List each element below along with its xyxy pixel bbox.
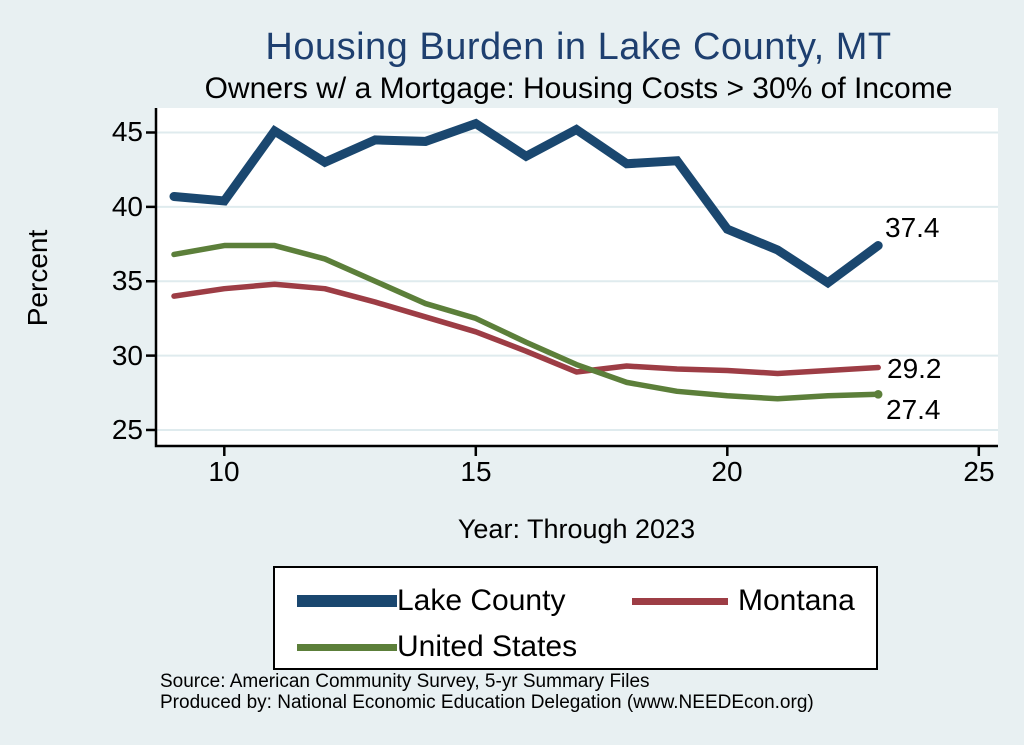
series-line-lake-county bbox=[169, 118, 883, 289]
y-tick-label-45: 45 bbox=[111, 116, 143, 147]
legend-swatch-united-states bbox=[297, 644, 397, 651]
end-label-united-states: 27.4 bbox=[886, 394, 941, 425]
footer-notes: Source: American Community Survey, 5-yr … bbox=[160, 671, 814, 713]
plot-area bbox=[155, 108, 998, 445]
x-axis-title: Year: Through 2023 bbox=[457, 514, 696, 544]
end-label-lake-county: 37.4 bbox=[885, 212, 940, 243]
series-line-united-states bbox=[171, 242, 881, 402]
legend-swatch-montana bbox=[632, 598, 728, 605]
end-label-montana: 29.2 bbox=[887, 353, 942, 384]
y-tick-label-25: 25 bbox=[111, 414, 143, 445]
axis-lines bbox=[154, 108, 998, 448]
legend-swatch-lake-county bbox=[297, 595, 397, 607]
x-tick-label-20: 20 bbox=[711, 456, 743, 487]
page-title: Housing Burden in Lake County, MT bbox=[265, 26, 892, 68]
footer-produced-by-line: Produced by: National Economic Education… bbox=[160, 692, 814, 713]
y-tick-label-35: 35 bbox=[111, 265, 143, 296]
page-subtitle: Owners w/ a Mortgage: Housing Costs > 30… bbox=[204, 72, 953, 105]
us-endpoint-marker bbox=[873, 389, 883, 399]
y-tick-label-30: 30 bbox=[111, 340, 143, 371]
x-tick-label-10: 10 bbox=[208, 456, 240, 487]
x-tick-label-25: 25 bbox=[963, 456, 995, 487]
legend-label-montana: Montana bbox=[738, 584, 855, 617]
chart-legend: Lake County Montana United States bbox=[273, 566, 878, 670]
footer-source-line: Source: American Community Survey, 5-yr … bbox=[160, 671, 650, 692]
x-tick-label-15: 15 bbox=[460, 456, 492, 487]
y-axis-title: Percent bbox=[22, 229, 53, 327]
y-tick-label-40: 40 bbox=[111, 191, 143, 222]
legend-label-lake-county: Lake County bbox=[397, 584, 566, 617]
legend-label-united-states: United States bbox=[397, 630, 578, 663]
series-line-montana bbox=[171, 281, 881, 377]
